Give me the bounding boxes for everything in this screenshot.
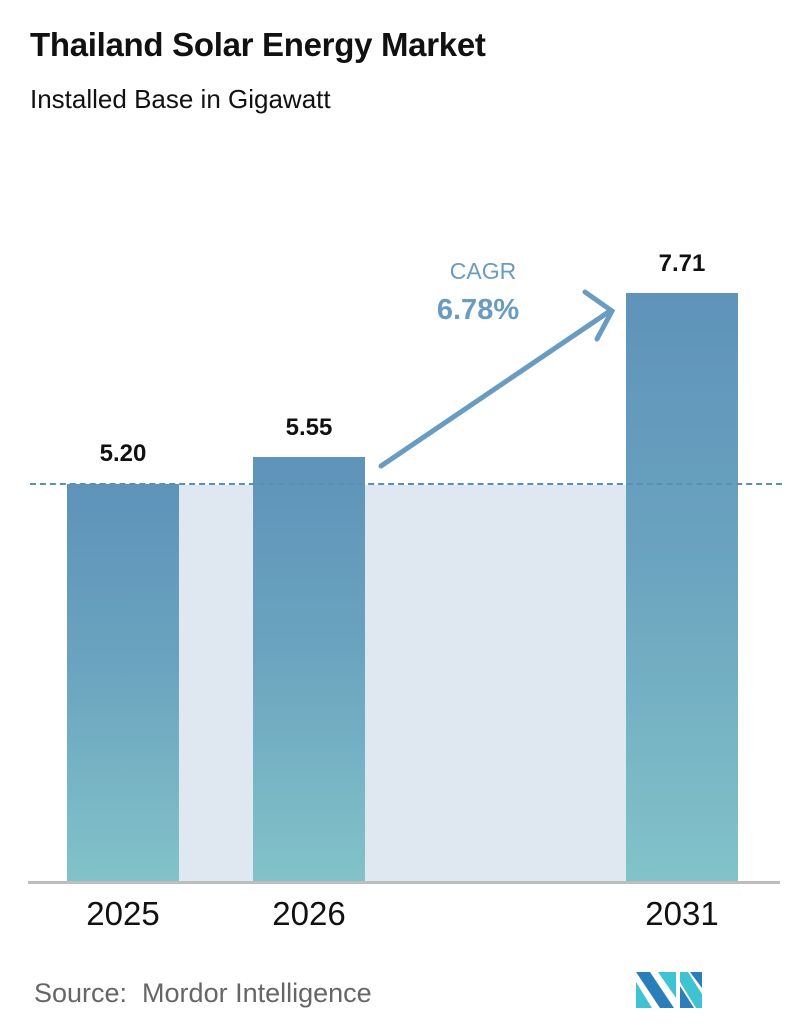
x-axis-line	[28, 881, 780, 884]
bar-2026	[253, 457, 365, 882]
cagr-value: 6.78%	[436, 294, 520, 326]
source-text: Source: Mordor Intelligence	[34, 978, 372, 1008]
cagr-label: CAGR	[449, 258, 517, 284]
value-label-2026: 5.55	[285, 414, 333, 441]
reference-line	[30, 483, 782, 485]
x-tick-2031: 2031	[645, 895, 719, 932]
value-label-2025: 5.20	[99, 440, 147, 467]
bar-2025	[67, 484, 179, 882]
mordor-intelligence-logo-icon	[636, 972, 702, 1008]
bar-2031	[626, 293, 738, 882]
chart-title: Thailand Solar Energy Market	[30, 26, 486, 63]
x-tick-2026: 2026	[272, 895, 346, 932]
x-tick-2025: 2025	[86, 895, 160, 932]
chart-subtitle: Installed Base in Gigawatt	[30, 84, 331, 114]
value-label-2031: 7.71	[658, 250, 706, 277]
